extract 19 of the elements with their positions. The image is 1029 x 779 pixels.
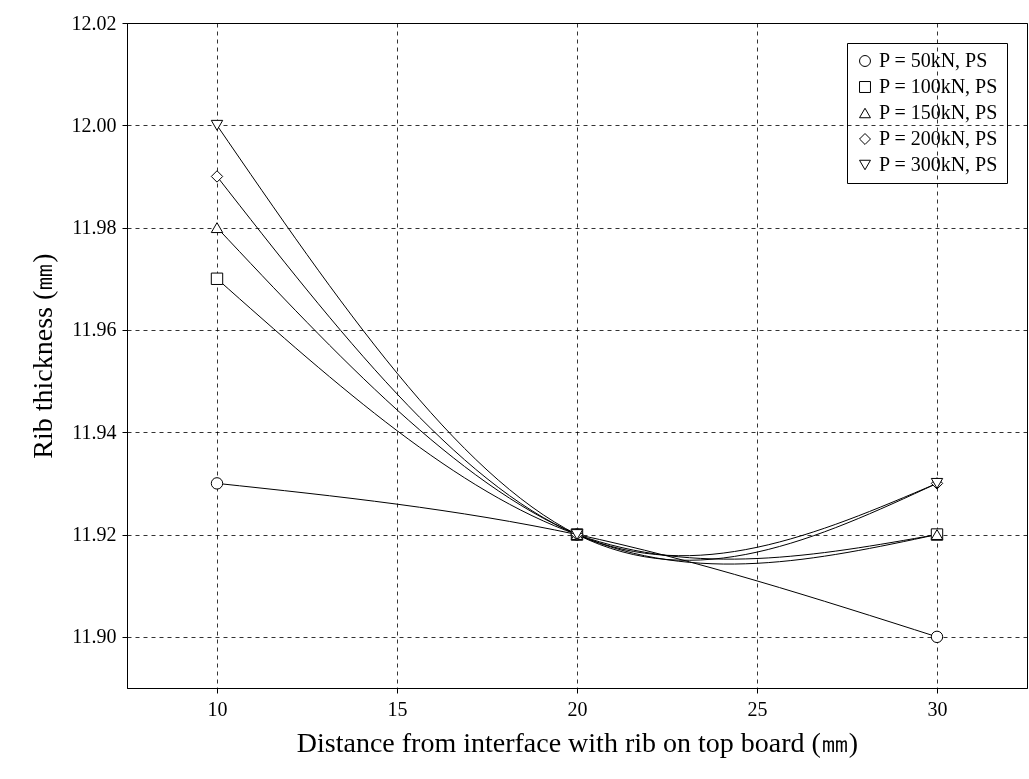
x-tick-label: 10 <box>207 697 228 720</box>
y-tick-label: 12.00 <box>71 113 117 136</box>
y-tick-label: 11.98 <box>72 216 117 239</box>
x-axis-title: Distance from interface with rib on top board (㎜) <box>296 726 859 758</box>
y-tick-label: 11.90 <box>72 625 117 648</box>
y-tick-label: 11.96 <box>72 318 117 341</box>
y-tick-label: 11.94 <box>72 420 117 443</box>
y-axis-title: Rib thickness (㎜) <box>26 253 58 459</box>
x-tick-label: 15 <box>387 697 408 720</box>
legend-label: P = 300kN, PS <box>879 153 998 175</box>
y-tick-label: 12.02 <box>71 11 117 34</box>
x-tick-label: 20 <box>567 697 588 720</box>
legend-label: P = 200kN, PS <box>879 127 998 149</box>
x-tick-label: 30 <box>927 697 948 720</box>
x-tick-label: 25 <box>747 697 768 720</box>
legend-label: P = 50kN, PS <box>879 49 988 71</box>
y-tick-label: 11.92 <box>72 523 117 546</box>
legend-label: P = 150kN, PS <box>879 101 998 123</box>
legend-label: P = 100kN, PS <box>879 75 998 97</box>
